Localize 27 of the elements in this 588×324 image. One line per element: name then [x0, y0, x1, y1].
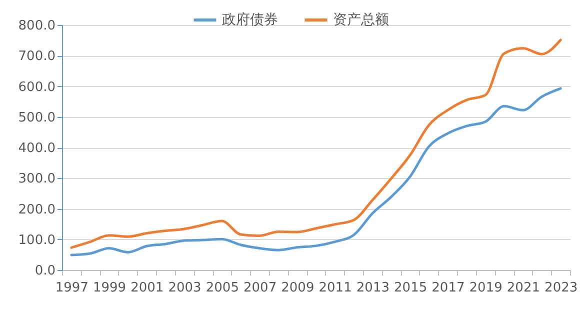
x-tick-label: 2015: [394, 280, 428, 296]
x-tick-label: 1999: [92, 280, 126, 296]
x-tick-label: 2011: [318, 280, 352, 296]
y-tick-label: 700.0: [18, 49, 56, 64]
x-tick-label: 2021: [506, 280, 540, 296]
line-series: [70, 87, 562, 256]
x-tick-label: 2009: [281, 280, 314, 296]
x-tick-label: 2017: [432, 280, 465, 296]
y-tick-label: 600.0: [18, 80, 56, 95]
legend-label: 资产总额: [333, 12, 389, 28]
x-tick-label: 2003: [168, 280, 202, 296]
x-tick-label: 1997: [55, 280, 88, 296]
y-tick-label: 0.0: [34, 264, 56, 278]
x-tick-label: 2001: [130, 280, 164, 296]
y-tick-label: 500.0: [18, 110, 56, 126]
y-tick-label: 800.0: [18, 18, 56, 34]
x-tick-label: 2007: [244, 280, 277, 296]
x-tick-label: 2019: [469, 280, 502, 296]
y-tick-label: 100.0: [18, 232, 56, 248]
y-tick-label: 200.0: [18, 202, 56, 218]
x-tick-label: 2013: [356, 280, 390, 296]
x-tick-label: 2023: [544, 280, 578, 296]
y-tick-label: 400.0: [18, 141, 56, 156]
y-tick-label: 300.0: [18, 172, 56, 187]
line-series: [70, 38, 562, 249]
legend-label: 政府债券: [222, 12, 278, 28]
x-tick-label: 2005: [206, 280, 239, 296]
